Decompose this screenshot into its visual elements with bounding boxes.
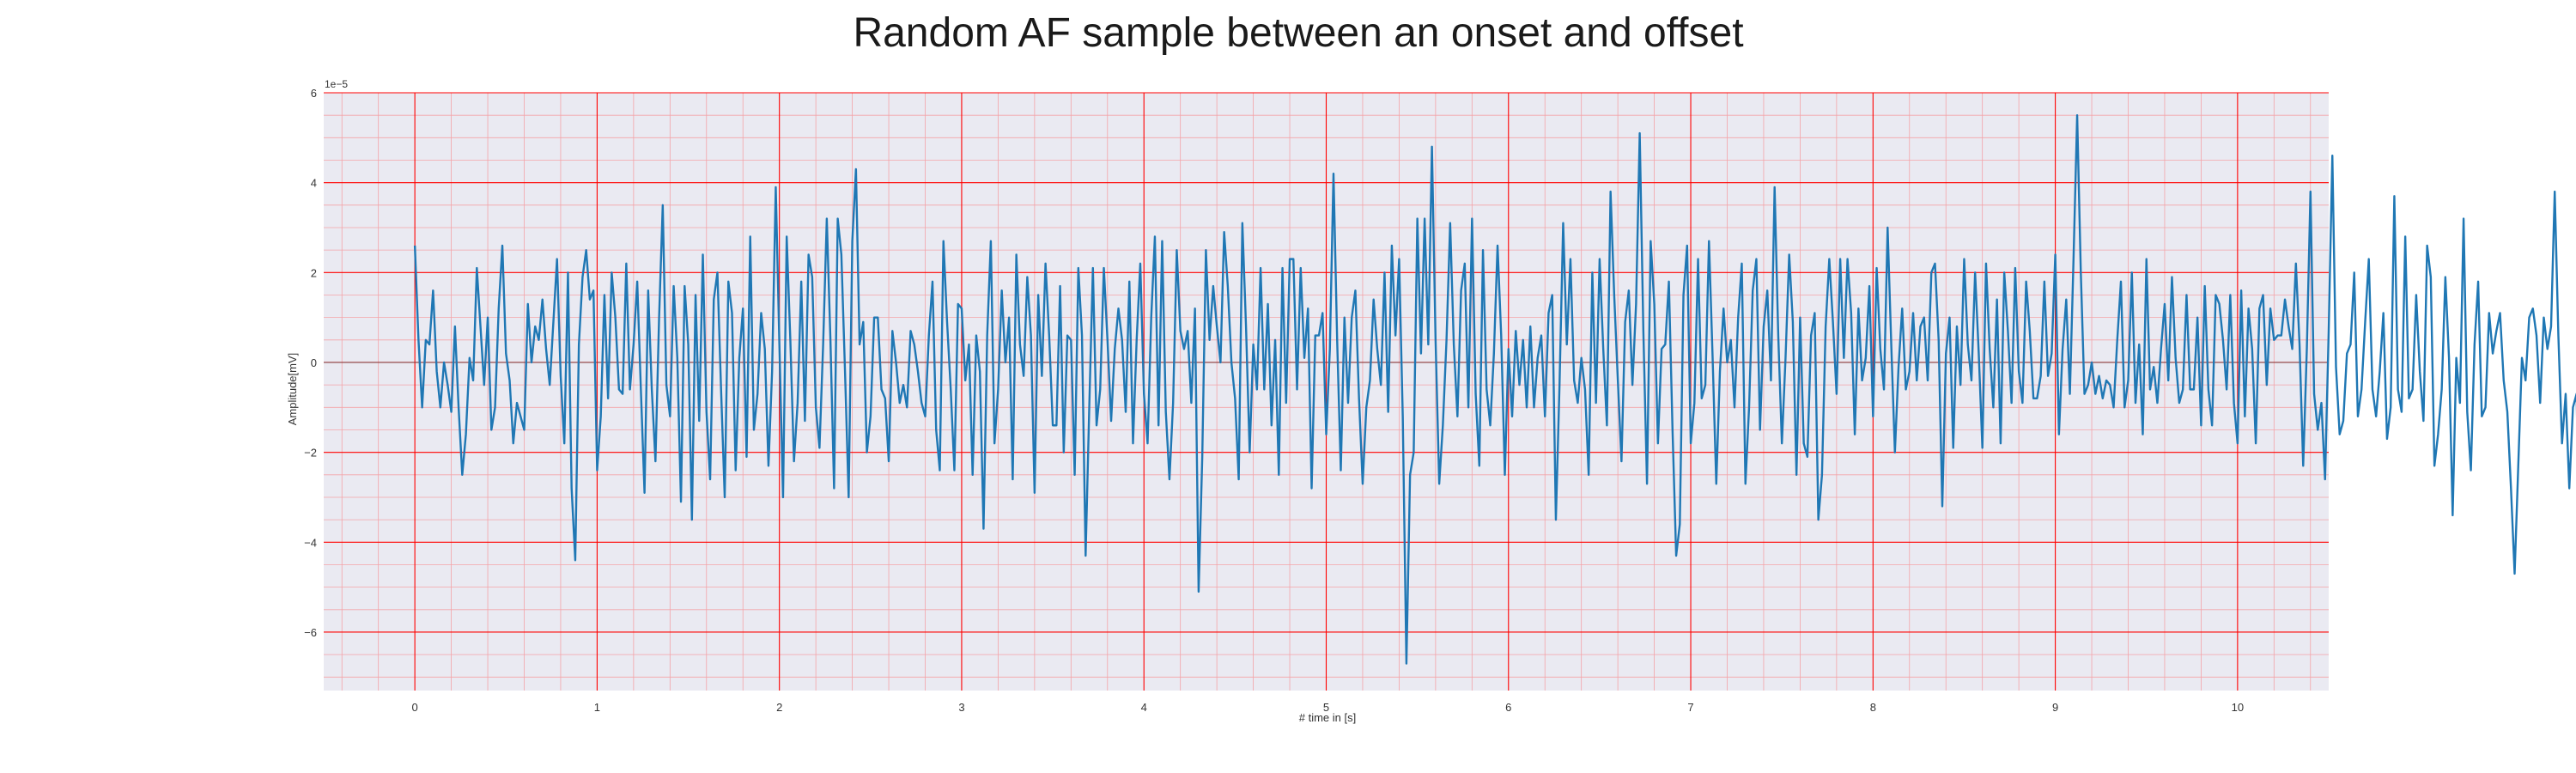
- y-tick-label: 0: [311, 356, 317, 369]
- y-tick-labels: −6 −4 −2 0 2 4 6: [304, 87, 317, 639]
- x-tick-label: 0: [412, 701, 418, 714]
- x-tick-label: 9: [2052, 701, 2058, 714]
- y-axis-label: Amplitude[mV]: [286, 353, 299, 426]
- x-tick-label: 6: [1505, 701, 1511, 714]
- y-tick-label: −4: [304, 536, 317, 549]
- x-tick-label: 10: [2232, 701, 2244, 714]
- x-tick-label: 5: [1323, 701, 1329, 714]
- x-axis-label: # time in [s]: [1299, 711, 1356, 724]
- x-tick-label: 3: [958, 701, 964, 714]
- chart-title: Random AF sample between an onset and of…: [853, 10, 1743, 56]
- y-tick-label: 2: [311, 266, 317, 279]
- x-tick-label: 2: [776, 701, 782, 714]
- y-offset-label: 1e−5: [325, 78, 348, 90]
- x-tick-label: 1: [594, 701, 600, 714]
- x-tick-label: 7: [1687, 701, 1693, 714]
- y-tick-label: 4: [311, 177, 317, 190]
- y-tick-label: 6: [311, 87, 317, 100]
- x-tick-label: 8: [1870, 701, 1876, 714]
- y-tick-label: −6: [304, 626, 317, 639]
- series-line: [413, 113, 2576, 665]
- x-tick-label: 4: [1141, 701, 1147, 714]
- y-tick-label: −2: [304, 447, 317, 460]
- x-tick-labels: 0 1 2 3 4 5 6 7 8 9 10: [412, 701, 2245, 714]
